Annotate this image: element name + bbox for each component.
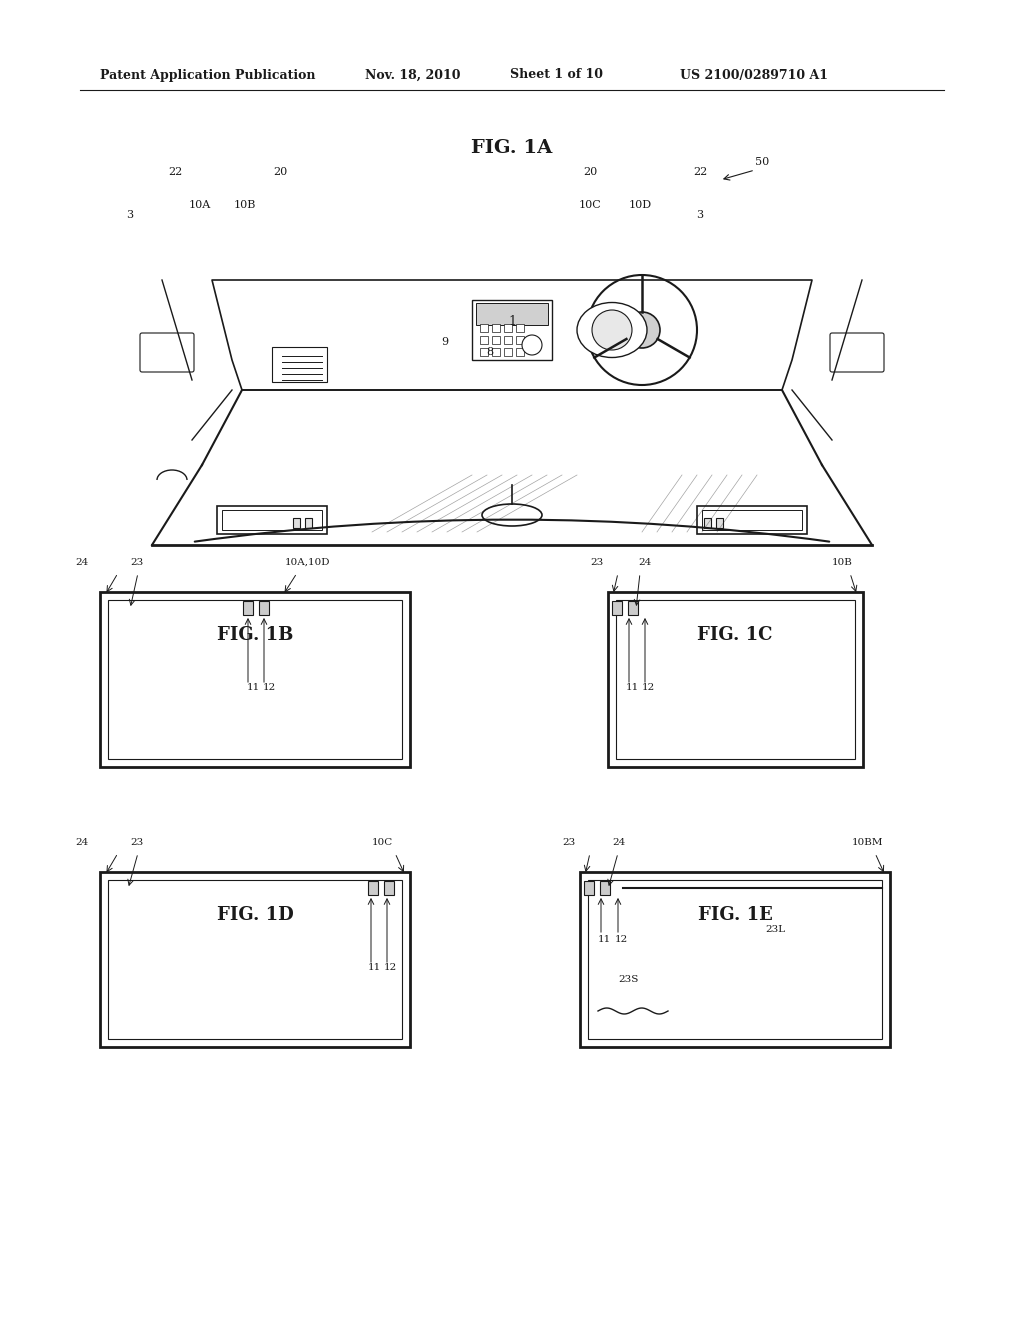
Text: 12: 12 bbox=[642, 682, 655, 692]
Text: Sheet 1 of 10: Sheet 1 of 10 bbox=[510, 69, 603, 82]
Text: 24: 24 bbox=[75, 838, 88, 847]
Text: 50: 50 bbox=[755, 157, 769, 168]
Text: 3: 3 bbox=[696, 210, 703, 220]
Text: 12: 12 bbox=[263, 682, 276, 692]
FancyBboxPatch shape bbox=[368, 880, 378, 895]
Text: FIG. 1A: FIG. 1A bbox=[471, 139, 553, 157]
FancyBboxPatch shape bbox=[259, 601, 269, 615]
Text: 23: 23 bbox=[590, 558, 603, 568]
Text: 23: 23 bbox=[562, 838, 575, 847]
FancyBboxPatch shape bbox=[293, 517, 300, 528]
FancyBboxPatch shape bbox=[600, 880, 610, 895]
FancyBboxPatch shape bbox=[608, 591, 863, 767]
FancyBboxPatch shape bbox=[384, 880, 394, 895]
FancyBboxPatch shape bbox=[584, 880, 594, 895]
Text: 8: 8 bbox=[486, 347, 494, 356]
Text: 23: 23 bbox=[130, 558, 143, 568]
Text: 24: 24 bbox=[612, 838, 626, 847]
FancyBboxPatch shape bbox=[516, 337, 524, 345]
FancyBboxPatch shape bbox=[108, 601, 402, 759]
Text: 10A: 10A bbox=[188, 201, 211, 210]
Text: 3: 3 bbox=[126, 210, 133, 220]
FancyBboxPatch shape bbox=[305, 517, 312, 528]
Text: 11: 11 bbox=[598, 935, 611, 944]
Text: 23L: 23L bbox=[765, 925, 785, 935]
FancyBboxPatch shape bbox=[612, 601, 622, 615]
Text: Patent Application Publication: Patent Application Publication bbox=[100, 69, 315, 82]
FancyBboxPatch shape bbox=[108, 880, 402, 1039]
Text: 20: 20 bbox=[272, 168, 287, 177]
FancyBboxPatch shape bbox=[472, 300, 552, 360]
Text: FIG. 1E: FIG. 1E bbox=[697, 906, 772, 924]
FancyBboxPatch shape bbox=[480, 323, 488, 333]
FancyBboxPatch shape bbox=[504, 323, 512, 333]
FancyBboxPatch shape bbox=[140, 333, 194, 372]
Text: 24: 24 bbox=[75, 558, 88, 568]
Text: Nov. 18, 2010: Nov. 18, 2010 bbox=[365, 69, 461, 82]
Ellipse shape bbox=[482, 504, 542, 525]
Circle shape bbox=[522, 335, 542, 355]
Text: 12: 12 bbox=[615, 935, 629, 944]
FancyBboxPatch shape bbox=[272, 347, 327, 381]
Text: 22: 22 bbox=[168, 168, 182, 177]
FancyBboxPatch shape bbox=[504, 337, 512, 345]
Text: FIG. 1C: FIG. 1C bbox=[697, 626, 773, 644]
Text: US 2100/0289710 A1: US 2100/0289710 A1 bbox=[680, 69, 828, 82]
FancyBboxPatch shape bbox=[702, 510, 802, 531]
Text: 9: 9 bbox=[441, 337, 449, 347]
Text: FIG. 1D: FIG. 1D bbox=[217, 906, 293, 924]
Text: 10D: 10D bbox=[629, 201, 651, 210]
FancyBboxPatch shape bbox=[588, 880, 882, 1039]
Text: 10A,10D: 10A,10D bbox=[285, 558, 331, 568]
Text: 23S: 23S bbox=[618, 975, 638, 983]
Text: 24: 24 bbox=[638, 558, 651, 568]
Text: 10B: 10B bbox=[831, 558, 853, 568]
Text: 23: 23 bbox=[130, 838, 143, 847]
Ellipse shape bbox=[577, 302, 647, 358]
FancyBboxPatch shape bbox=[480, 348, 488, 356]
FancyBboxPatch shape bbox=[222, 510, 322, 531]
FancyBboxPatch shape bbox=[243, 601, 253, 615]
FancyBboxPatch shape bbox=[492, 337, 500, 345]
Text: 20: 20 bbox=[583, 168, 597, 177]
Circle shape bbox=[624, 312, 660, 348]
Circle shape bbox=[587, 275, 697, 385]
FancyBboxPatch shape bbox=[476, 304, 548, 325]
Text: 10BM: 10BM bbox=[852, 838, 884, 847]
FancyBboxPatch shape bbox=[616, 601, 855, 759]
Text: 11: 11 bbox=[626, 682, 639, 692]
FancyBboxPatch shape bbox=[516, 323, 524, 333]
FancyBboxPatch shape bbox=[504, 348, 512, 356]
FancyBboxPatch shape bbox=[697, 506, 807, 535]
Text: 11: 11 bbox=[368, 964, 381, 972]
FancyBboxPatch shape bbox=[580, 873, 890, 1047]
FancyBboxPatch shape bbox=[480, 337, 488, 345]
FancyBboxPatch shape bbox=[705, 517, 711, 528]
FancyBboxPatch shape bbox=[716, 517, 723, 528]
Text: FIG. 1B: FIG. 1B bbox=[217, 626, 293, 644]
Text: 11: 11 bbox=[247, 682, 260, 692]
FancyBboxPatch shape bbox=[217, 506, 327, 535]
Text: 1: 1 bbox=[508, 315, 516, 327]
FancyBboxPatch shape bbox=[830, 333, 884, 372]
Text: 10C: 10C bbox=[579, 201, 601, 210]
Text: 12: 12 bbox=[384, 964, 397, 972]
FancyBboxPatch shape bbox=[492, 348, 500, 356]
FancyBboxPatch shape bbox=[100, 873, 410, 1047]
Circle shape bbox=[592, 310, 632, 350]
Text: 10B: 10B bbox=[233, 201, 256, 210]
FancyBboxPatch shape bbox=[492, 323, 500, 333]
FancyBboxPatch shape bbox=[628, 601, 638, 615]
Text: 10C: 10C bbox=[372, 838, 393, 847]
Text: 22: 22 bbox=[693, 168, 708, 177]
FancyBboxPatch shape bbox=[100, 591, 410, 767]
FancyBboxPatch shape bbox=[516, 348, 524, 356]
